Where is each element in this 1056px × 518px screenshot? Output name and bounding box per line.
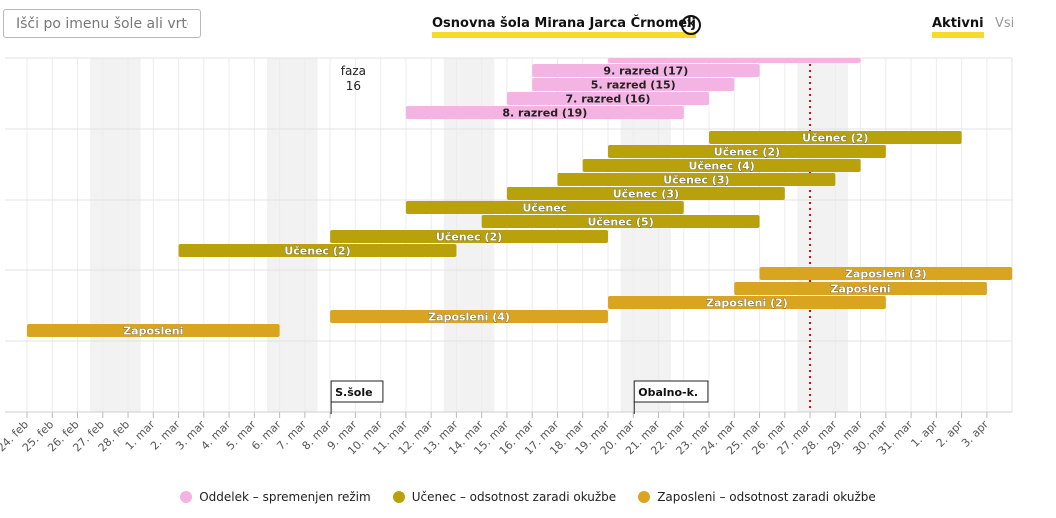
bar-label: Zaposleni (3) — [845, 268, 927, 281]
tab-all[interactable]: Vsi — [995, 16, 1015, 31]
bar-label: Zaposleni — [830, 283, 890, 296]
bar-label: 7. razred (16) — [566, 93, 651, 106]
annotation-value: 16 — [346, 79, 361, 93]
weekend-band — [797, 58, 848, 412]
bar-label: Učenec (3) — [663, 174, 729, 187]
x-tick-label: 1. apr — [908, 418, 940, 450]
legend-dot-icon — [392, 491, 405, 503]
marker-box — [633, 380, 709, 403]
timeline-bar — [330, 310, 608, 323]
search-input[interactable] — [3, 9, 201, 38]
bar-label: Zaposleni (2) — [706, 297, 788, 310]
timeline-bar — [734, 282, 987, 295]
timeline-bar — [759, 267, 1013, 280]
annotation-label: faza — [341, 64, 366, 78]
bar-label: Učenec (4) — [689, 160, 755, 173]
timeline-bar — [405, 201, 684, 214]
legend-item-ucenec[interactable]: Učenec – odsotnost zaradi okužbe — [392, 490, 617, 504]
legend-label: Oddelek – spremenjen režim — [199, 490, 371, 504]
legend-dot-icon — [638, 491, 651, 503]
bar-label: Učenec (2) — [284, 245, 350, 258]
weekend-band — [90, 58, 141, 412]
legend-label: Zaposleni – odsotnost zaradi okužbe — [657, 490, 876, 504]
timeline-bar — [532, 64, 760, 77]
bar-label: Zaposleni — [123, 325, 183, 338]
legend-label: Učenec – odsotnost zaradi okužbe — [411, 490, 617, 504]
legend: Oddelek – spremenjen režim Učenec – odso… — [0, 490, 1056, 504]
timeline-bar — [709, 131, 962, 144]
timeline-bar — [405, 106, 684, 119]
bar-label: Zaposleni (4) — [428, 311, 510, 324]
x-tick-label: 2. apr — [934, 418, 966, 450]
x-tick-label: 3. apr — [959, 418, 991, 450]
timeline-bar — [557, 173, 836, 186]
timeline-bar — [607, 58, 861, 63]
bar-label: Učenec — [522, 202, 567, 215]
timeline-bar — [532, 78, 735, 91]
timeline-bar — [506, 92, 710, 105]
bar-label: Učenec (2) — [802, 132, 868, 145]
timeline-bar — [178, 244, 457, 257]
timeline-bar — [607, 296, 886, 309]
legend-dot-icon — [180, 491, 193, 503]
bar-label: 9. razred (17) — [603, 65, 688, 78]
weekend-band — [266, 58, 318, 412]
timeline-bar — [582, 159, 861, 172]
bar-label: Učenec (2) — [714, 146, 780, 159]
legend-item-oddelek[interactable]: Oddelek – spremenjen režim — [180, 490, 371, 504]
bar-label: Učenec (5) — [587, 216, 653, 229]
marker-label: S.šole — [335, 386, 372, 399]
bar-label: 5. razred (15) — [591, 79, 676, 92]
marker-box — [330, 380, 384, 403]
timeline-bar — [481, 215, 760, 228]
bar-label: 8. razred (19) — [502, 107, 587, 120]
bar-label: Učenec (2) — [436, 231, 502, 244]
school-title: Osnovna šola Mirana Jarca Črnomelj — [432, 16, 696, 38]
tab-active[interactable]: Aktivni — [932, 16, 984, 38]
close-icon[interactable]: ✕ — [681, 15, 701, 35]
timeline-bar — [330, 230, 608, 243]
bar-label: Učenec (3) — [613, 188, 679, 201]
timeline-bar — [506, 187, 785, 200]
legend-item-zaposleni[interactable]: Zaposleni – odsotnost zaradi okužbe — [638, 490, 876, 504]
timeline-bar — [607, 145, 886, 158]
timeline-bar — [27, 324, 280, 337]
marker-label: Obalno-k. — [638, 386, 698, 399]
